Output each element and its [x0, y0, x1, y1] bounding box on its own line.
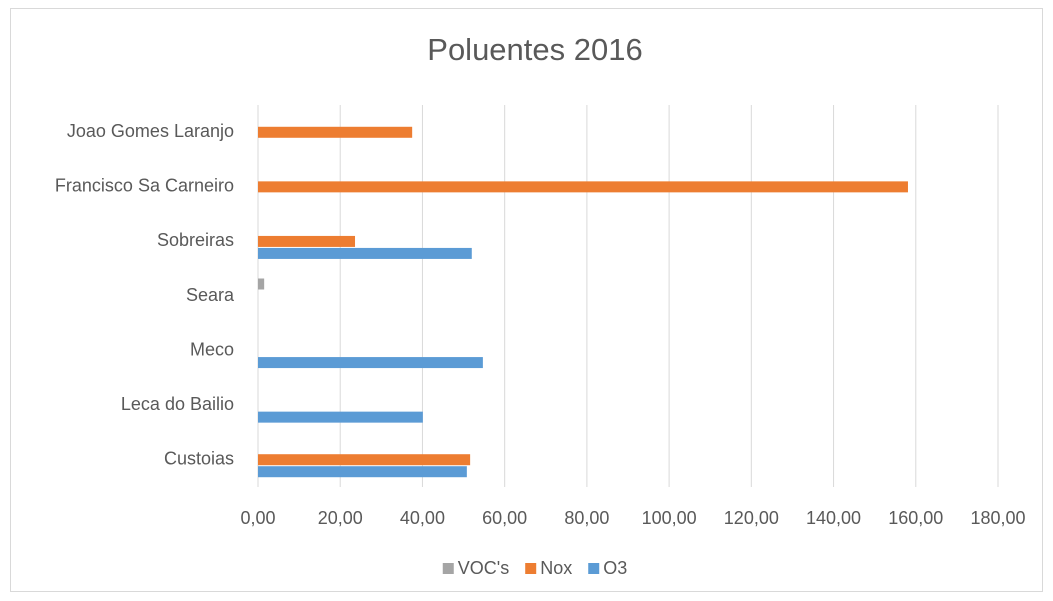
- x-tick-label: 60,00: [482, 508, 527, 528]
- y-tick-label: Sobreiras: [157, 230, 234, 250]
- x-tick-label: 20,00: [318, 508, 363, 528]
- legend-label: O3: [603, 558, 627, 578]
- x-tick-label: 180,00: [970, 508, 1025, 528]
- legend-swatch: [588, 563, 600, 574]
- chart-title: Poluentes 2016: [427, 32, 642, 67]
- x-tick-label: 140,00: [806, 508, 861, 528]
- bar: [258, 466, 467, 478]
- bar: [258, 411, 423, 423]
- x-tick-label: 120,00: [724, 508, 779, 528]
- bar: [258, 235, 356, 247]
- y-tick-label: Leca do Bailio: [121, 394, 234, 414]
- bar: [258, 278, 265, 290]
- y-tick-label: Joao Gomes Laranjo: [67, 121, 234, 141]
- y-tick-label: Francisco Sa Carneiro: [55, 176, 234, 196]
- y-tick-label: Meco: [190, 339, 234, 359]
- x-tick-label: 40,00: [400, 508, 445, 528]
- x-tick-label: 160,00: [888, 508, 943, 528]
- x-tick-label: 0,00: [240, 508, 275, 528]
- legend-swatch: [525, 563, 537, 574]
- x-tick-label: 80,00: [564, 508, 609, 528]
- bar: [258, 357, 483, 369]
- legend-label: VOC's: [458, 558, 509, 578]
- legend-swatch: [442, 563, 454, 574]
- bar: [258, 247, 472, 259]
- y-tick-label: Seara: [186, 285, 235, 305]
- bar: [258, 454, 471, 466]
- bar: [258, 126, 413, 138]
- legend-label: Nox: [540, 558, 572, 578]
- y-tick-label: Custoias: [164, 448, 234, 468]
- chart-border: [10, 8, 1043, 592]
- bar: [258, 181, 908, 193]
- x-tick-label: 100,00: [642, 508, 697, 528]
